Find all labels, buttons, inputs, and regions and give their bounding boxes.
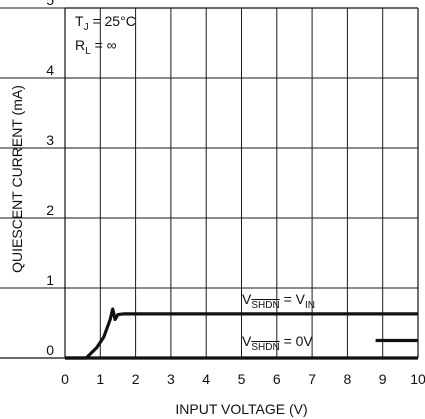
x-tick-label: 6 — [273, 371, 281, 387]
curves — [65, 307, 418, 360]
junction-temperature-annotation: TJ = 25°C — [75, 13, 136, 33]
x-tick-label: 10 — [410, 371, 425, 387]
x-tick-label: 3 — [167, 371, 175, 387]
series-label-shdn-vin: VSHDN = VIN — [242, 291, 315, 311]
x-tick-label: 0 — [61, 371, 69, 387]
y-tick-label: 3 — [46, 132, 54, 148]
series-label-shdn-0v: VSHDN = 0V — [242, 333, 313, 353]
y-tick-label: 5 — [46, 0, 54, 8]
y-axis-label: QUIESCENT CURRENT (mA) — [9, 85, 25, 273]
axes — [0, 7, 419, 359]
x-tick-label: 9 — [379, 371, 387, 387]
x-tick-label: 1 — [96, 371, 104, 387]
x-tick-label: 5 — [238, 371, 246, 387]
grid — [0, 7, 419, 358]
x-tick-label: 8 — [344, 371, 352, 387]
x-tick-label: 2 — [132, 371, 140, 387]
y-tick-label: 1 — [46, 272, 54, 288]
tick-labels: 0 1 2 3 4 5 6 7 8 9 10 0 1 2 3 4 5 — [46, 0, 425, 387]
load-resistance-annotation: RL = ∞ — [75, 37, 117, 57]
x-axis-label: INPUT VOLTAGE (V) — [175, 401, 307, 417]
y-tick-label: 4 — [46, 62, 54, 78]
y-tick-label: 0 — [46, 342, 54, 358]
y-tick-label: 2 — [46, 202, 54, 218]
x-tick-label: 4 — [202, 371, 210, 387]
x-tick-label: 7 — [308, 371, 316, 387]
series-line-0 — [65, 307, 418, 360]
